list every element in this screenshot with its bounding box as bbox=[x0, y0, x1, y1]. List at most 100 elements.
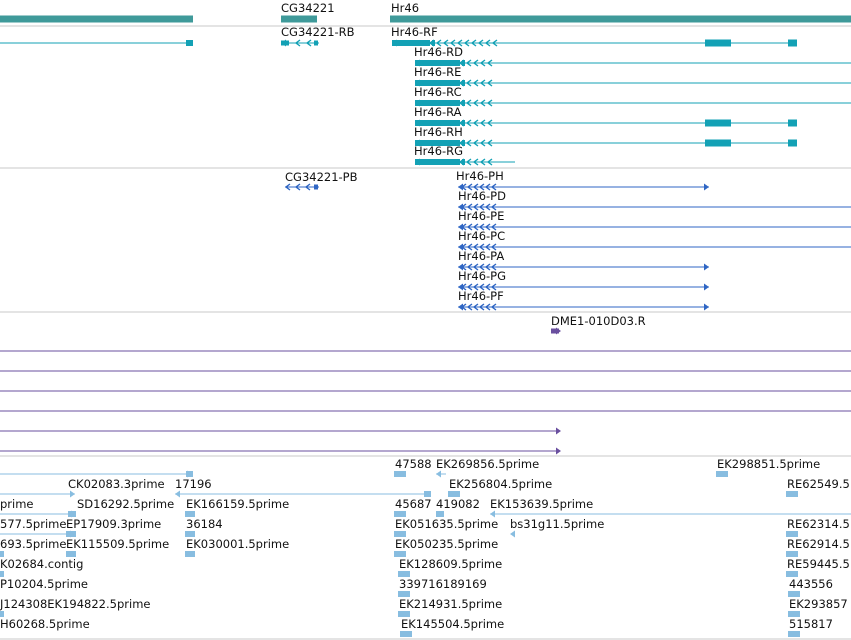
feature-label[interactable]: 36184 bbox=[186, 517, 223, 531]
exon-block bbox=[462, 80, 465, 86]
feature-label[interactable]: K02684.contig bbox=[0, 557, 83, 571]
strand-chevron bbox=[442, 39, 449, 47]
strand-chevron bbox=[472, 303, 479, 311]
strand-chevron bbox=[466, 243, 473, 251]
strand-arrow bbox=[436, 470, 441, 478]
strand-arrow bbox=[415, 59, 420, 67]
feature-label[interactable]: EK128609.5prime bbox=[399, 557, 502, 571]
feature-label[interactable]: 17196 bbox=[175, 477, 212, 491]
feature-label[interactable]: EK256804.5prime bbox=[449, 477, 552, 491]
strand-arrow bbox=[458, 223, 463, 231]
strand-chevron bbox=[466, 183, 473, 191]
strand-chevron bbox=[479, 119, 486, 127]
feature-label[interactable]: Hr46-PE bbox=[458, 209, 504, 223]
feature-label[interactable]: Hr46-RG bbox=[414, 144, 463, 158]
feature-label[interactable]: RE59445.5 bbox=[787, 557, 850, 571]
strand-chevron bbox=[486, 139, 493, 147]
feature-label[interactable]: EK051635.5prime bbox=[395, 517, 498, 531]
feature-label[interactable]: RE62914.5 bbox=[787, 537, 850, 551]
feature-label[interactable]: CG34221 bbox=[281, 1, 335, 15]
strand-chevron bbox=[465, 119, 472, 127]
exon-block bbox=[705, 39, 731, 47]
feature-label[interactable]: Hr46-RE bbox=[414, 65, 461, 79]
feature-label[interactable]: Hr46-RF bbox=[391, 25, 438, 39]
feature-label[interactable]: J124308EK194822.5prime bbox=[0, 597, 150, 611]
feature-label[interactable]: Hr46-PG bbox=[458, 269, 506, 283]
feature-label[interactable]: Hr46 bbox=[391, 1, 419, 15]
feature-label[interactable]: Hr46-PF bbox=[458, 289, 504, 303]
strand-chevron bbox=[460, 243, 467, 251]
strand-chevron bbox=[484, 263, 491, 271]
feature-label[interactable]: 443556 bbox=[789, 577, 833, 591]
feature-label[interactable]: RE62549.5 bbox=[787, 477, 850, 491]
feature-label[interactable]: EK166159.5prime bbox=[186, 497, 289, 511]
feature-label[interactable]: EK298851.5prime bbox=[717, 457, 820, 471]
exon-block bbox=[432, 40, 435, 46]
feature-label[interactable]: EP17909.3prime bbox=[66, 517, 161, 531]
feature-label[interactable]: CK02083.3prime bbox=[68, 477, 165, 491]
est-block bbox=[786, 531, 798, 537]
feature-label[interactable]: EK153639.5prime bbox=[490, 497, 593, 511]
strand-chevron bbox=[460, 263, 467, 271]
strand-chevron bbox=[460, 283, 467, 291]
feature-label[interactable]: EK293857 bbox=[789, 597, 848, 611]
est-block bbox=[185, 511, 195, 517]
feature-label[interactable]: EK050235.5prime bbox=[395, 537, 498, 551]
strand-arrow bbox=[458, 303, 463, 311]
strand-arrow bbox=[70, 490, 75, 498]
feature-label[interactable]: Hr46-PD bbox=[458, 189, 506, 203]
feature-label[interactable]: DME1-010D03.R bbox=[551, 314, 646, 328]
feature-label[interactable]: Hr46-PA bbox=[458, 249, 504, 263]
strand-arrow bbox=[415, 79, 420, 87]
strand-chevron bbox=[472, 119, 479, 127]
feature-label[interactable]: Hr46-RD bbox=[414, 45, 463, 59]
strand-chevron bbox=[484, 203, 491, 211]
feature-label[interactable]: 419082 bbox=[436, 497, 480, 511]
strand-chevron bbox=[470, 39, 477, 47]
feature-label[interactable]: Hr46-RA bbox=[414, 105, 462, 119]
feature-label[interactable]: EK269856.5prime bbox=[436, 457, 539, 471]
strand-chevron bbox=[472, 223, 479, 231]
feature-label[interactable]: EK030001.5prime bbox=[186, 537, 289, 551]
strand-chevron bbox=[466, 283, 473, 291]
strand-chevron bbox=[466, 263, 473, 271]
est-block bbox=[400, 631, 412, 637]
feature-label[interactable]: RE62314.5 bbox=[787, 517, 850, 531]
est-block bbox=[786, 551, 798, 557]
feature-label[interactable]: Hr46-PC bbox=[458, 229, 505, 243]
feature-label[interactable]: prime bbox=[0, 497, 34, 511]
exon-block bbox=[462, 120, 465, 126]
feature-label[interactable]: EK115509.5prime bbox=[66, 537, 169, 551]
strand-chevron bbox=[463, 39, 470, 47]
feature-label[interactable]: 339716189169 bbox=[399, 577, 487, 591]
strand-arrow bbox=[458, 203, 463, 211]
est-block bbox=[716, 471, 728, 477]
feature-label[interactable]: Hr46-RC bbox=[414, 85, 462, 99]
feature-label[interactable]: SD16292.5prime bbox=[77, 497, 174, 511]
feature-label[interactable]: CG34221-RB bbox=[281, 25, 355, 39]
strand-chevron bbox=[490, 243, 497, 251]
strand-chevron bbox=[490, 203, 497, 211]
strand-arrow bbox=[510, 530, 515, 538]
feature-label[interactable]: EK214931.5prime bbox=[399, 597, 502, 611]
strand-arrow bbox=[415, 139, 420, 147]
feature-label[interactable]: Hr46-PH bbox=[456, 169, 504, 183]
strand-arrow bbox=[415, 158, 420, 166]
feature-label[interactable]: 693.5prime bbox=[0, 537, 66, 551]
strand-arrow bbox=[490, 510, 495, 518]
feature-label[interactable]: H60268.5prime bbox=[0, 617, 90, 631]
feature-label[interactable]: 45687 bbox=[395, 497, 432, 511]
feature-label[interactable]: 577.5prime bbox=[0, 517, 66, 531]
feature-label[interactable]: P10204.5prime bbox=[0, 577, 88, 591]
strand-arrow bbox=[458, 183, 463, 191]
strand-chevron bbox=[478, 243, 485, 251]
feature-label[interactable]: 47588 bbox=[395, 457, 432, 471]
feature-label[interactable]: CG34221-PB bbox=[285, 170, 358, 184]
exon-block bbox=[788, 119, 797, 127]
feature-label[interactable]: 515817 bbox=[789, 617, 833, 631]
strand-chevron bbox=[472, 158, 479, 166]
feature-label[interactable]: EK145504.5prime bbox=[401, 617, 504, 631]
strand-chevron bbox=[479, 99, 486, 107]
feature-label[interactable]: Hr46-RH bbox=[414, 125, 463, 139]
feature-label[interactable]: bs31g11.5prime bbox=[510, 517, 604, 531]
